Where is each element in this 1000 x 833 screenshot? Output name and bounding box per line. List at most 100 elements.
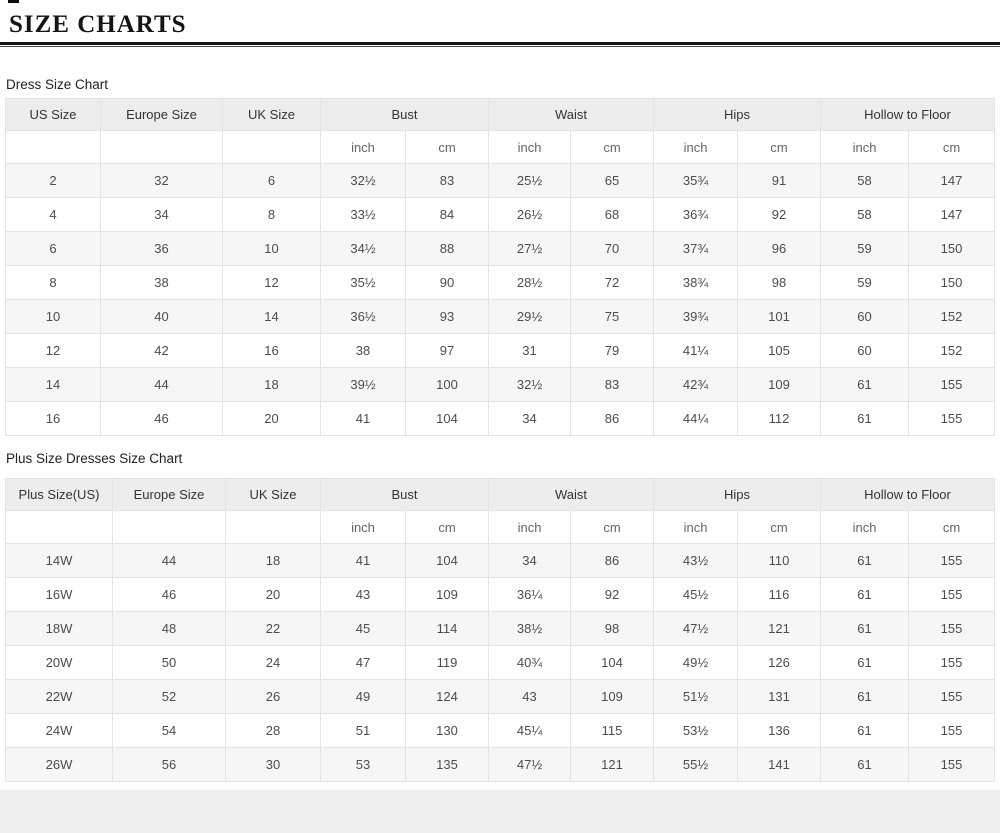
- plus-size-table: Plus Size(US) Europe Size UK Size Bust Waist…: [5, 478, 995, 782]
- table-cell: 12: [222, 265, 321, 300]
- table-cell: 150: [908, 265, 995, 300]
- table-cell: 60: [820, 333, 910, 368]
- table-cell: 88: [404, 231, 490, 266]
- table-cell: 61: [820, 367, 910, 402]
- table-cell: 92: [737, 197, 822, 232]
- table-cell: 42¾: [653, 367, 739, 402]
- table-cell: 109: [737, 367, 822, 402]
- table-cell: 44: [112, 543, 226, 578]
- table-cell: 49½: [653, 645, 739, 680]
- table-cell: 119: [404, 645, 490, 680]
- table-cell: 36¼: [488, 577, 572, 612]
- empty-header-cell: [112, 510, 226, 544]
- table-cell: 104: [404, 543, 490, 578]
- table-row: 18W 48 22 45 114 38½ 98 47½ 121 61 155: [5, 611, 995, 646]
- table-row: 2 32 6 32½ 83 25½ 65 35¾ 91 58 147: [5, 163, 995, 198]
- unit-header: inch: [820, 510, 910, 544]
- table-cell: 47½: [653, 611, 739, 646]
- table-cell: 43: [488, 679, 572, 714]
- title-rule-thin: [0, 46, 1000, 47]
- table-cell: 155: [908, 543, 995, 578]
- table-cell: 27½: [488, 231, 572, 266]
- title-rule: [0, 42, 1000, 45]
- table-cell: 53: [320, 747, 406, 782]
- table-cell: 50: [112, 645, 226, 680]
- table-cell: 79: [570, 333, 655, 368]
- table-caption-plus-size: Plus Size Dresses Size Chart: [6, 451, 183, 466]
- table-caption-dress: Dress Size Chart: [6, 77, 109, 92]
- table-cell: 83: [570, 367, 655, 402]
- table-cell: 38½: [488, 611, 572, 646]
- table-cell: 115: [570, 713, 655, 748]
- column-header: Hips: [653, 98, 822, 131]
- table-cell: 20: [222, 401, 321, 436]
- table-cell: 59: [820, 265, 910, 300]
- table-cell: 40: [100, 299, 223, 334]
- column-header: Bust: [319, 98, 490, 131]
- unit-header: inch: [488, 130, 572, 164]
- table-cell: 70: [570, 231, 655, 266]
- table-cell: 55½: [653, 747, 739, 782]
- unit-header: inch: [320, 510, 406, 544]
- table-cell: 46: [112, 577, 226, 612]
- table-row: 10 40 14 36½ 93 29½ 75 39¾ 101 60 152: [5, 299, 995, 334]
- table-cell: 36¾: [653, 197, 739, 232]
- unit-header: cm: [404, 510, 490, 544]
- table-row: 14W 44 18 41 104 34 86 43½ 110 61 155: [5, 543, 995, 578]
- table-cell: 155: [908, 611, 995, 646]
- table-cell: 6: [222, 163, 321, 198]
- empty-header-cell: [100, 130, 223, 164]
- table-cell: 141: [737, 747, 822, 782]
- table-cell: 92: [570, 577, 655, 612]
- unit-header: inch: [320, 130, 406, 164]
- table-cell: 155: [908, 713, 995, 748]
- table-cell: 40¾: [488, 645, 572, 680]
- table-cell: 16W: [5, 577, 113, 612]
- table-row: 26W 56 30 53 135 47½ 121 55½ 141 61 155: [5, 747, 995, 782]
- table-cell: 155: [908, 679, 995, 714]
- table-cell: 28½: [488, 265, 572, 300]
- table-cell: 136: [737, 713, 822, 748]
- table-cell: 109: [570, 679, 655, 714]
- table-cell: 2: [5, 163, 101, 198]
- table-cell: 26: [225, 679, 321, 714]
- table-cell: 100: [404, 367, 490, 402]
- table-row: 14 44 18 39½ 100 32½ 83 42¾ 109 61 155: [5, 367, 995, 402]
- table-cell: 96: [737, 231, 822, 266]
- table-cell: 51½: [653, 679, 739, 714]
- table-cell: 131: [737, 679, 822, 714]
- table-row: 4 34 8 33½ 84 26½ 68 36¾ 92 58 147: [5, 197, 995, 232]
- table-cell: 60: [820, 299, 910, 334]
- table-cell: 12: [5, 333, 101, 368]
- table-cell: 38: [320, 333, 406, 368]
- table-cell: 61: [820, 747, 910, 782]
- table-cell: 8: [222, 197, 321, 232]
- table-cell: 150: [908, 231, 995, 266]
- table-cell: 124: [404, 679, 490, 714]
- page-title: SIZE CHARTS: [9, 11, 187, 38]
- table-cell: 98: [737, 265, 822, 300]
- table-cell: 91: [737, 163, 822, 198]
- table-cell: 97: [404, 333, 490, 368]
- table-cell: 86: [570, 543, 655, 578]
- table-cell: 26½: [488, 197, 572, 232]
- table-cell: 41: [320, 543, 406, 578]
- column-header: US Size: [5, 98, 101, 131]
- table-cell: 155: [908, 367, 995, 402]
- table-cell: 47: [320, 645, 406, 680]
- table-cell: 121: [570, 747, 655, 782]
- table-cell: 38: [100, 265, 223, 300]
- column-header: Hips: [653, 478, 822, 511]
- table-cell: 26W: [5, 747, 113, 782]
- table-cell: 83: [404, 163, 490, 198]
- table-cell: 61: [820, 401, 910, 436]
- column-header: Europe Size: [100, 98, 223, 131]
- page-header: SIZE CHARTS: [0, 0, 1000, 39]
- table-cell: 20: [225, 577, 321, 612]
- table-cell: 31: [488, 333, 572, 368]
- table-cell: 61: [820, 645, 910, 680]
- table-cell: 152: [908, 333, 995, 368]
- table-cell: 126: [737, 645, 822, 680]
- unit-header: inch: [653, 130, 739, 164]
- unit-header: cm: [737, 130, 822, 164]
